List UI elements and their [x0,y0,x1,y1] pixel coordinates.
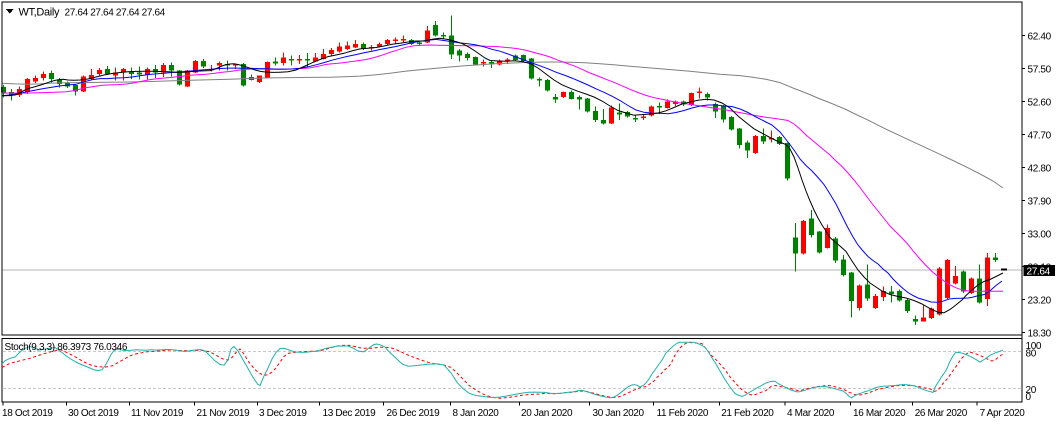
svg-text:37.90: 37.90 [1028,196,1052,207]
svg-text:26 Mar 2020: 26 Mar 2020 [915,408,968,419]
svg-text:11 Nov 2019: 11 Nov 2019 [131,408,184,419]
svg-text:21 Nov 2019: 21 Nov 2019 [197,408,251,419]
svg-text:18.30: 18.30 [1028,328,1052,339]
svg-text:27.64 27.64 27.64 27.64: 27.64 27.64 27.64 27.64 [65,7,166,18]
svg-text:18 Oct 2019: 18 Oct 2019 [2,408,53,419]
svg-text:13 Dec 2019: 13 Dec 2019 [323,408,377,419]
svg-text:4 Mar 2020: 4 Mar 2020 [787,408,835,419]
svg-text:3 Dec 2019: 3 Dec 2019 [259,408,307,419]
svg-text:47.70: 47.70 [1028,130,1052,141]
svg-text:21 Feb 2020: 21 Feb 2020 [721,408,774,419]
svg-text:30 Oct 2019: 30 Oct 2019 [68,408,119,419]
svg-text:Stoch(9,3,3) 86.3973 76.0346: Stoch(9,3,3) 86.3973 76.0346 [5,342,128,353]
svg-text:42.80: 42.80 [1028,163,1052,174]
svg-text:7 Apr 2020: 7 Apr 2020 [980,408,1026,419]
svg-text:20: 20 [1026,385,1037,396]
svg-text:23.20: 23.20 [1028,295,1052,306]
svg-text:27.64: 27.64 [1027,266,1051,277]
svg-text:62.40: 62.40 [1028,31,1052,42]
svg-text:33.00: 33.00 [1028,229,1052,240]
svg-text:100: 100 [1026,341,1042,352]
svg-text:26 Dec 2019: 26 Dec 2019 [387,408,441,419]
svg-text:0: 0 [1026,392,1032,403]
svg-text:20 Jan 2020: 20 Jan 2020 [521,408,573,419]
svg-text:52.60: 52.60 [1028,97,1052,108]
svg-text:WT,Daily: WT,Daily [19,6,60,18]
svg-text:11 Feb 2020: 11 Feb 2020 [657,408,709,419]
svg-text:30 Jan 2020: 30 Jan 2020 [593,408,645,419]
svg-text:16 Mar 2020: 16 Mar 2020 [853,408,906,419]
svg-text:8 Jan 2020: 8 Jan 2020 [453,408,500,419]
svg-text:80: 80 [1026,348,1037,359]
svg-text:57.50: 57.50 [1028,64,1052,75]
